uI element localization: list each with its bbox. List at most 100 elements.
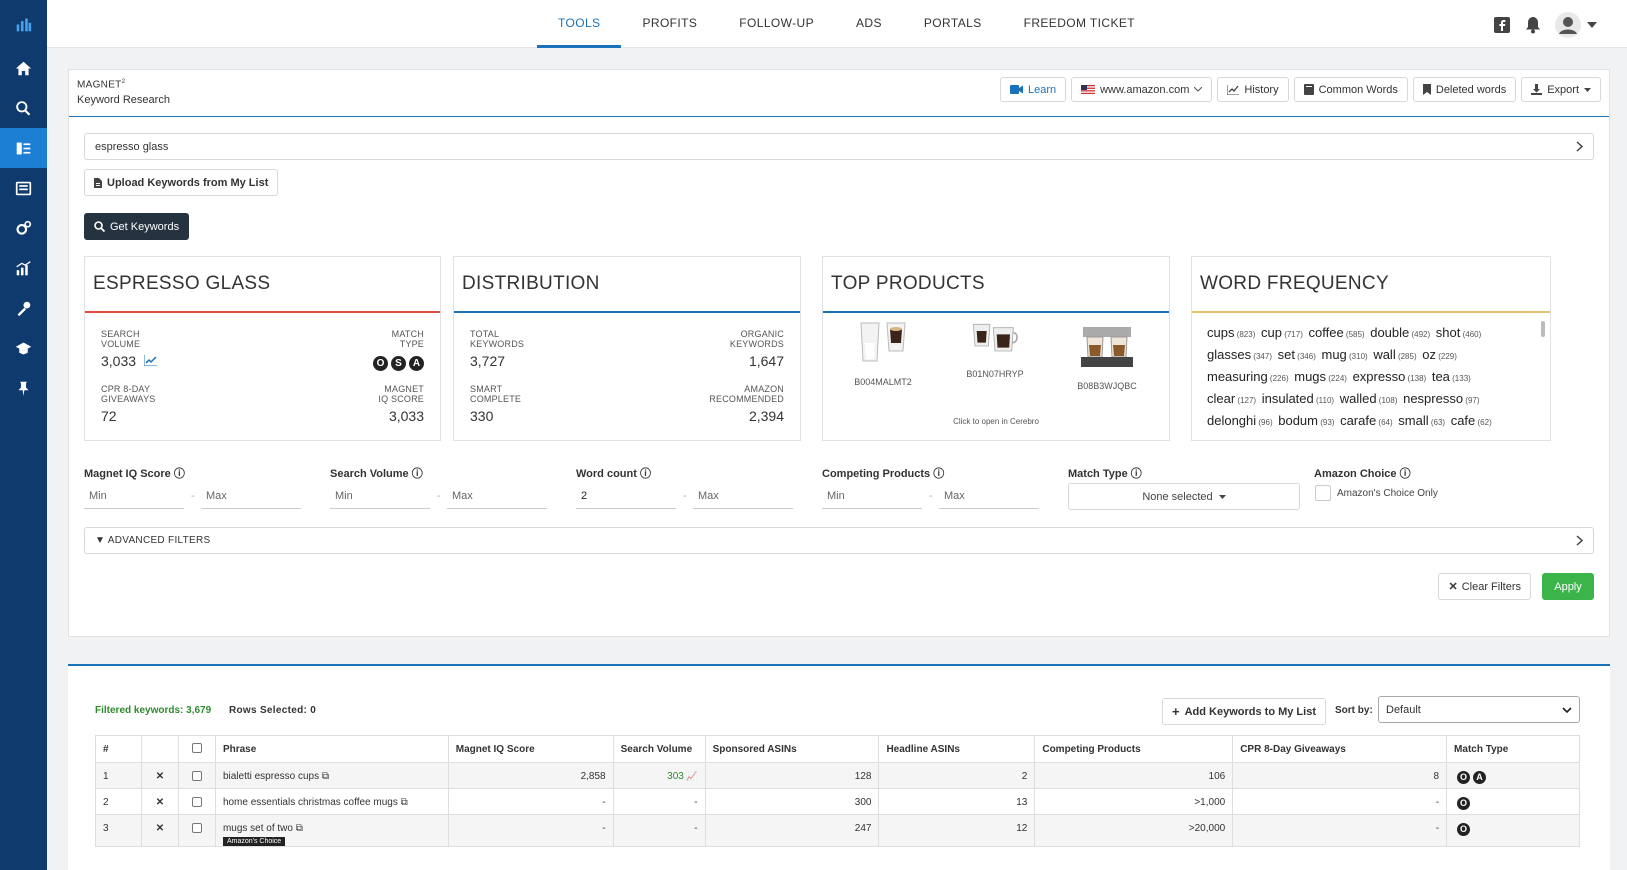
word-frequency-item[interactable]: delonghi (96) [1207, 413, 1273, 428]
word-frequency-item[interactable]: expresso (138) [1353, 369, 1427, 384]
keyword-search-input[interactable]: espresso glass [84, 133, 1594, 160]
pin-icon[interactable] [0, 368, 47, 408]
word-frequency-item[interactable]: mug (310) [1321, 347, 1367, 362]
export-button[interactable]: Export [1521, 77, 1601, 102]
word-frequency-item[interactable]: bodum (93) [1278, 413, 1334, 428]
scrollbar-thumb[interactable] [1541, 321, 1545, 337]
analytics-icon[interactable] [0, 248, 47, 288]
external-link-icon[interactable]: ⧉ [319, 771, 330, 782]
cpr-value: 72 [101, 408, 117, 424]
help-icon: ⓘ [1399, 468, 1411, 480]
row-checkbox[interactable] [191, 823, 202, 833]
word-count-max-input[interactable]: Max [693, 481, 793, 509]
amazon-choice-checkbox[interactable] [1315, 485, 1331, 501]
search-volume-min-input[interactable]: Min [330, 481, 430, 509]
external-link-icon[interactable]: ⧉ [292, 823, 303, 834]
logo-icon[interactable] [0, 0, 47, 48]
competing-products-max-input[interactable]: Max [939, 481, 1039, 509]
word-frequency-item[interactable]: coffee (585) [1309, 325, 1365, 340]
tab-tools[interactable]: TOOLS [537, 0, 622, 48]
external-link-icon[interactable]: ⧉ [397, 797, 408, 808]
select-all-checkbox[interactable] [191, 742, 202, 753]
word-frequency-item[interactable]: cup (717) [1261, 325, 1303, 340]
delete-icon[interactable]: ✕ [155, 823, 165, 834]
row-checkbox[interactable] [191, 797, 202, 807]
iq-score-min-input[interactable]: Min [84, 481, 184, 509]
tab-ads[interactable]: ADS [856, 16, 882, 30]
history-button[interactable]: History [1217, 77, 1289, 102]
keyword-summary-card: ESPRESSO GLASS SEARCH VOLUME 3,033 MATCH… [84, 256, 441, 441]
add-keywords-button[interactable]: + Add Keywords to My List [1162, 698, 1326, 725]
iq-score-max-input[interactable]: Max [201, 481, 301, 509]
word-frequency-item[interactable]: mugs (224) [1294, 369, 1347, 384]
word-frequency-item[interactable]: clear (127) [1207, 391, 1256, 406]
settings-icon[interactable] [0, 208, 47, 248]
col-competing-products[interactable]: Competing Products [1034, 735, 1234, 763]
product-tile[interactable]: B004MALMT2 [851, 321, 915, 387]
word-frequency-item[interactable]: cafe (62) [1451, 413, 1492, 428]
word-frequency-item[interactable]: walled (108) [1340, 391, 1398, 406]
tab-portals[interactable]: PORTALS [923, 16, 982, 30]
col-phrase[interactable]: Phrase [214, 735, 449, 763]
advanced-filters-toggle[interactable]: ▼ ADVANCED FILTERS [84, 527, 1594, 554]
col-search-volume[interactable]: Search Volume [612, 735, 706, 763]
deleted-words-button[interactable]: Deleted words [1412, 77, 1517, 102]
word-frequency-item[interactable]: nespresso (97) [1403, 391, 1479, 406]
word-frequency-item[interactable]: measuring (226) [1207, 369, 1289, 384]
chevron-right-icon[interactable] [1576, 141, 1583, 152]
col-cpr-giveaways[interactable]: CPR 8-Day Giveaways [1232, 735, 1448, 763]
search-volume-value[interactable]: 303 [667, 771, 684, 782]
amazon-choice-checkbox-row[interactable]: Amazon's Choice Only [1315, 485, 1438, 501]
marketplace-select[interactable]: www.amazon.com [1071, 77, 1213, 102]
product-tile[interactable]: B01N07HRYP [963, 321, 1027, 379]
word-frequency-item[interactable]: shot (460) [1436, 325, 1481, 340]
tab-profits[interactable]: PROFITS [642, 16, 698, 30]
word-frequency-item[interactable]: cups (823) [1207, 325, 1255, 340]
col-match-type[interactable]: Match Type [1446, 735, 1580, 763]
word-count-min-input[interactable]: 2 [576, 481, 676, 509]
col-sponsored-asins[interactable]: Sponsored ASINs [704, 735, 880, 763]
facebook-icon[interactable] [1493, 16, 1511, 34]
keyword-research-icon[interactable] [0, 128, 47, 168]
common-words-button[interactable]: Common Words [1293, 77, 1408, 102]
get-keywords-button[interactable]: Get Keywords [84, 213, 190, 240]
phrase-link[interactable]: home essentials christmas coffee mugs [222, 797, 398, 808]
tools-icon[interactable] [0, 288, 47, 328]
row-checkbox[interactable] [191, 771, 202, 781]
search-icon[interactable] [0, 88, 47, 128]
trend-chart-icon[interactable]: 📈 [683, 771, 698, 781]
word-frequency-item[interactable]: set (346) [1278, 347, 1316, 362]
sort-by-select[interactable]: Default [1378, 696, 1580, 723]
word-frequency-item[interactable]: double (492) [1370, 325, 1430, 340]
word-frequency-item[interactable]: insulated (110) [1262, 391, 1334, 406]
trend-chart-icon[interactable] [143, 355, 157, 367]
tab-freedom-ticket[interactable]: FREEDOM TICKET [1023, 16, 1135, 30]
product-tile[interactable]: B08B3WJQBC [1075, 321, 1139, 391]
clear-filters-button[interactable]: ✕ Clear Filters [1438, 573, 1531, 600]
learn-button[interactable]: Learn [999, 77, 1067, 102]
competing-products-min-input[interactable]: Min [822, 481, 922, 509]
listing-icon[interactable] [0, 168, 47, 208]
word-frequency-item[interactable]: wall (285) [1373, 347, 1416, 362]
user-menu[interactable] [1555, 12, 1597, 38]
tab-follow-up[interactable]: FOLLOW-UP [739, 16, 815, 30]
match-type-select[interactable]: None selected [1068, 483, 1300, 510]
word-frequency-item[interactable]: carafe (64) [1340, 413, 1393, 428]
phrase-link[interactable]: bialetti espresso cups [222, 771, 320, 782]
word-frequency-item[interactable]: small (63) [1398, 413, 1445, 428]
word-frequency-item[interactable]: tea (133) [1432, 369, 1471, 384]
col-headline-asins[interactable]: Headline ASINs [878, 735, 1036, 763]
apply-button[interactable]: Apply [1542, 573, 1594, 600]
upload-keywords-button[interactable]: Upload Keywords from My List [84, 169, 279, 196]
col-iq-score[interactable]: Magnet IQ Score [447, 735, 614, 763]
word-frequency-item[interactable]: glasses (347) [1207, 347, 1272, 362]
delete-icon[interactable]: ✕ [155, 797, 165, 808]
sort-by-value: Default [1386, 703, 1421, 716]
word-frequency-item[interactable]: oz (229) [1422, 347, 1457, 362]
academy-icon[interactable] [0, 328, 47, 368]
phrase-link[interactable]: mugs set of two [222, 823, 293, 834]
home-icon[interactable] [0, 48, 47, 88]
delete-icon[interactable]: ✕ [155, 771, 165, 782]
bell-icon[interactable] [1525, 16, 1541, 34]
search-volume-max-input[interactable]: Max [447, 481, 547, 509]
